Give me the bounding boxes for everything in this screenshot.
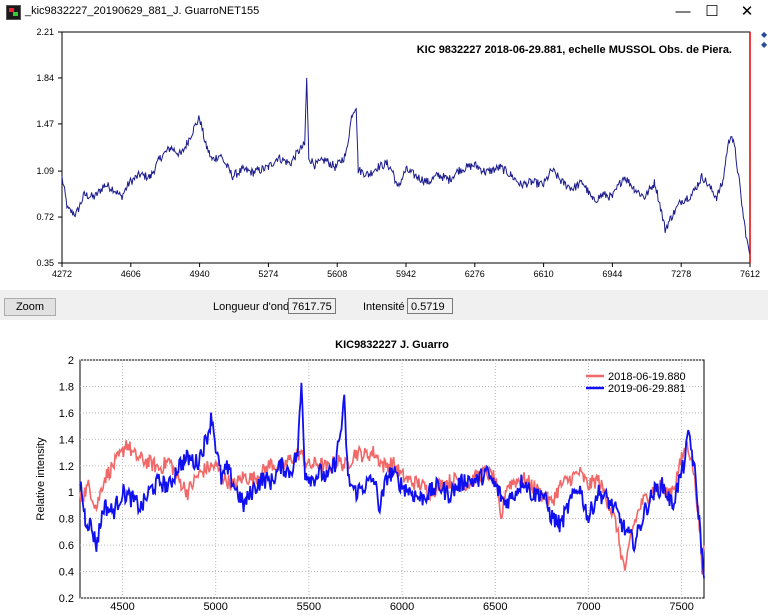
top-spectrum-panel: 0.35 0.72 1.09 1.47 1.84 2.21 4272 4606 4940 5274… xyxy=(0,24,768,290)
wavelength-value: 7617.75 xyxy=(288,298,336,314)
top-spectrum-chart[interactable]: 0.35 0.72 1.09 1.47 1.84 2.21 4272 4606 4940 5274… xyxy=(0,24,768,290)
title-bar: _kic9832227_20190629_881_J. GuarroNET155… xyxy=(0,0,768,24)
y-tick-label: 0.8 xyxy=(59,514,74,526)
y-tick-label: 1.4 xyxy=(59,434,74,446)
x-tick-label: 5500 xyxy=(297,601,321,612)
wavelength-label: Longueur d'onde : xyxy=(213,301,302,313)
x-tick-label: 4940 xyxy=(190,269,210,279)
spectrum-line xyxy=(61,77,751,255)
controls-bar: Zoom Longueur d'onde : 7617.75 Intensité… xyxy=(0,290,768,320)
x-tick-label: 6276 xyxy=(465,269,485,279)
x-tick-label: 7612 xyxy=(740,269,760,279)
close-button[interactable]: ✕ xyxy=(740,3,754,20)
window-title: _kic9832227_20190629_881_J. GuarroNET155 xyxy=(25,5,260,17)
y-axis-label: Relative intensity xyxy=(35,437,47,521)
intensity-label: Intensité : xyxy=(363,301,411,313)
intensity-value: 0.5719 xyxy=(407,298,453,314)
y-tick-label: 1 xyxy=(68,487,74,499)
y-tick-label: 1.6 xyxy=(59,408,74,420)
x-tick-label: 4606 xyxy=(121,269,141,279)
chart-title: KIC 9832227 2018-06-29.881, echelle MUSS… xyxy=(417,44,732,56)
x-tick-label: 6000 xyxy=(390,601,414,612)
plot-frame xyxy=(79,359,705,599)
y-tick-label: 0.35 xyxy=(36,258,54,268)
x-tick-label: 6610 xyxy=(534,269,554,279)
x-tick-label: 4500 xyxy=(110,601,134,612)
y-tick-label: 1.8 xyxy=(59,381,74,393)
series-2019-line xyxy=(79,382,705,579)
y-tick-label: 0.72 xyxy=(36,212,54,222)
x-tick-label: 7278 xyxy=(671,269,691,279)
x-tick-label: 5608 xyxy=(327,269,347,279)
bottom-comparison-panel: KIC9832227 J. Guarro 0.2 0.4 0.6 0.8 1 1.2 1.4 1… xyxy=(0,330,768,613)
y-tick-label: 2 xyxy=(68,355,74,367)
chart-title: KIC9832227 J. Guarro xyxy=(335,339,449,351)
y-tick-label: 1.84 xyxy=(36,73,54,83)
x-tick-label: 5942 xyxy=(396,269,416,279)
y-tick-label: 1.09 xyxy=(36,166,54,176)
zoom-button[interactable]: Zoom xyxy=(4,298,56,316)
x-tick-label: 5000 xyxy=(203,601,227,612)
x-tick-label: 5274 xyxy=(258,269,278,279)
x-tick-label: 4272 xyxy=(52,269,72,279)
legend-label: 2018-06-19.880 xyxy=(608,371,686,383)
maximize-button[interactable]: ☐ xyxy=(705,3,719,20)
legend-label: 2019-06-29.881 xyxy=(608,383,686,395)
x-tick-label: 7000 xyxy=(576,601,600,612)
side-marker-icon: ◆ xyxy=(761,30,768,39)
app-icon xyxy=(6,5,21,20)
y-tick-label: 0.6 xyxy=(59,540,74,552)
x-tick-label: 6944 xyxy=(602,269,622,279)
comparison-chart: KIC9832227 J. Guarro 0.2 0.4 0.6 0.8 1 1.2 1.4 1… xyxy=(35,339,705,613)
y-tick-label: 1.47 xyxy=(36,119,54,129)
x-tick-label: 7500 xyxy=(669,601,693,612)
y-tick-label: 1.2 xyxy=(59,461,74,473)
y-tick-label: 0.2 xyxy=(59,593,74,605)
x-tick-label: 6500 xyxy=(483,601,507,612)
y-tick-label: 0.4 xyxy=(59,567,74,579)
minimize-button[interactable]: — xyxy=(675,3,691,20)
y-tick-label: 2.21 xyxy=(36,27,54,37)
side-marker-icon: ◆ xyxy=(761,40,768,49)
plot-frame xyxy=(61,31,751,264)
